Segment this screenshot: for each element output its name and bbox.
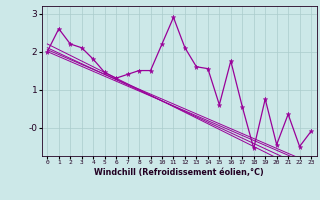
X-axis label: Windchill (Refroidissement éolien,°C): Windchill (Refroidissement éolien,°C) xyxy=(94,168,264,177)
